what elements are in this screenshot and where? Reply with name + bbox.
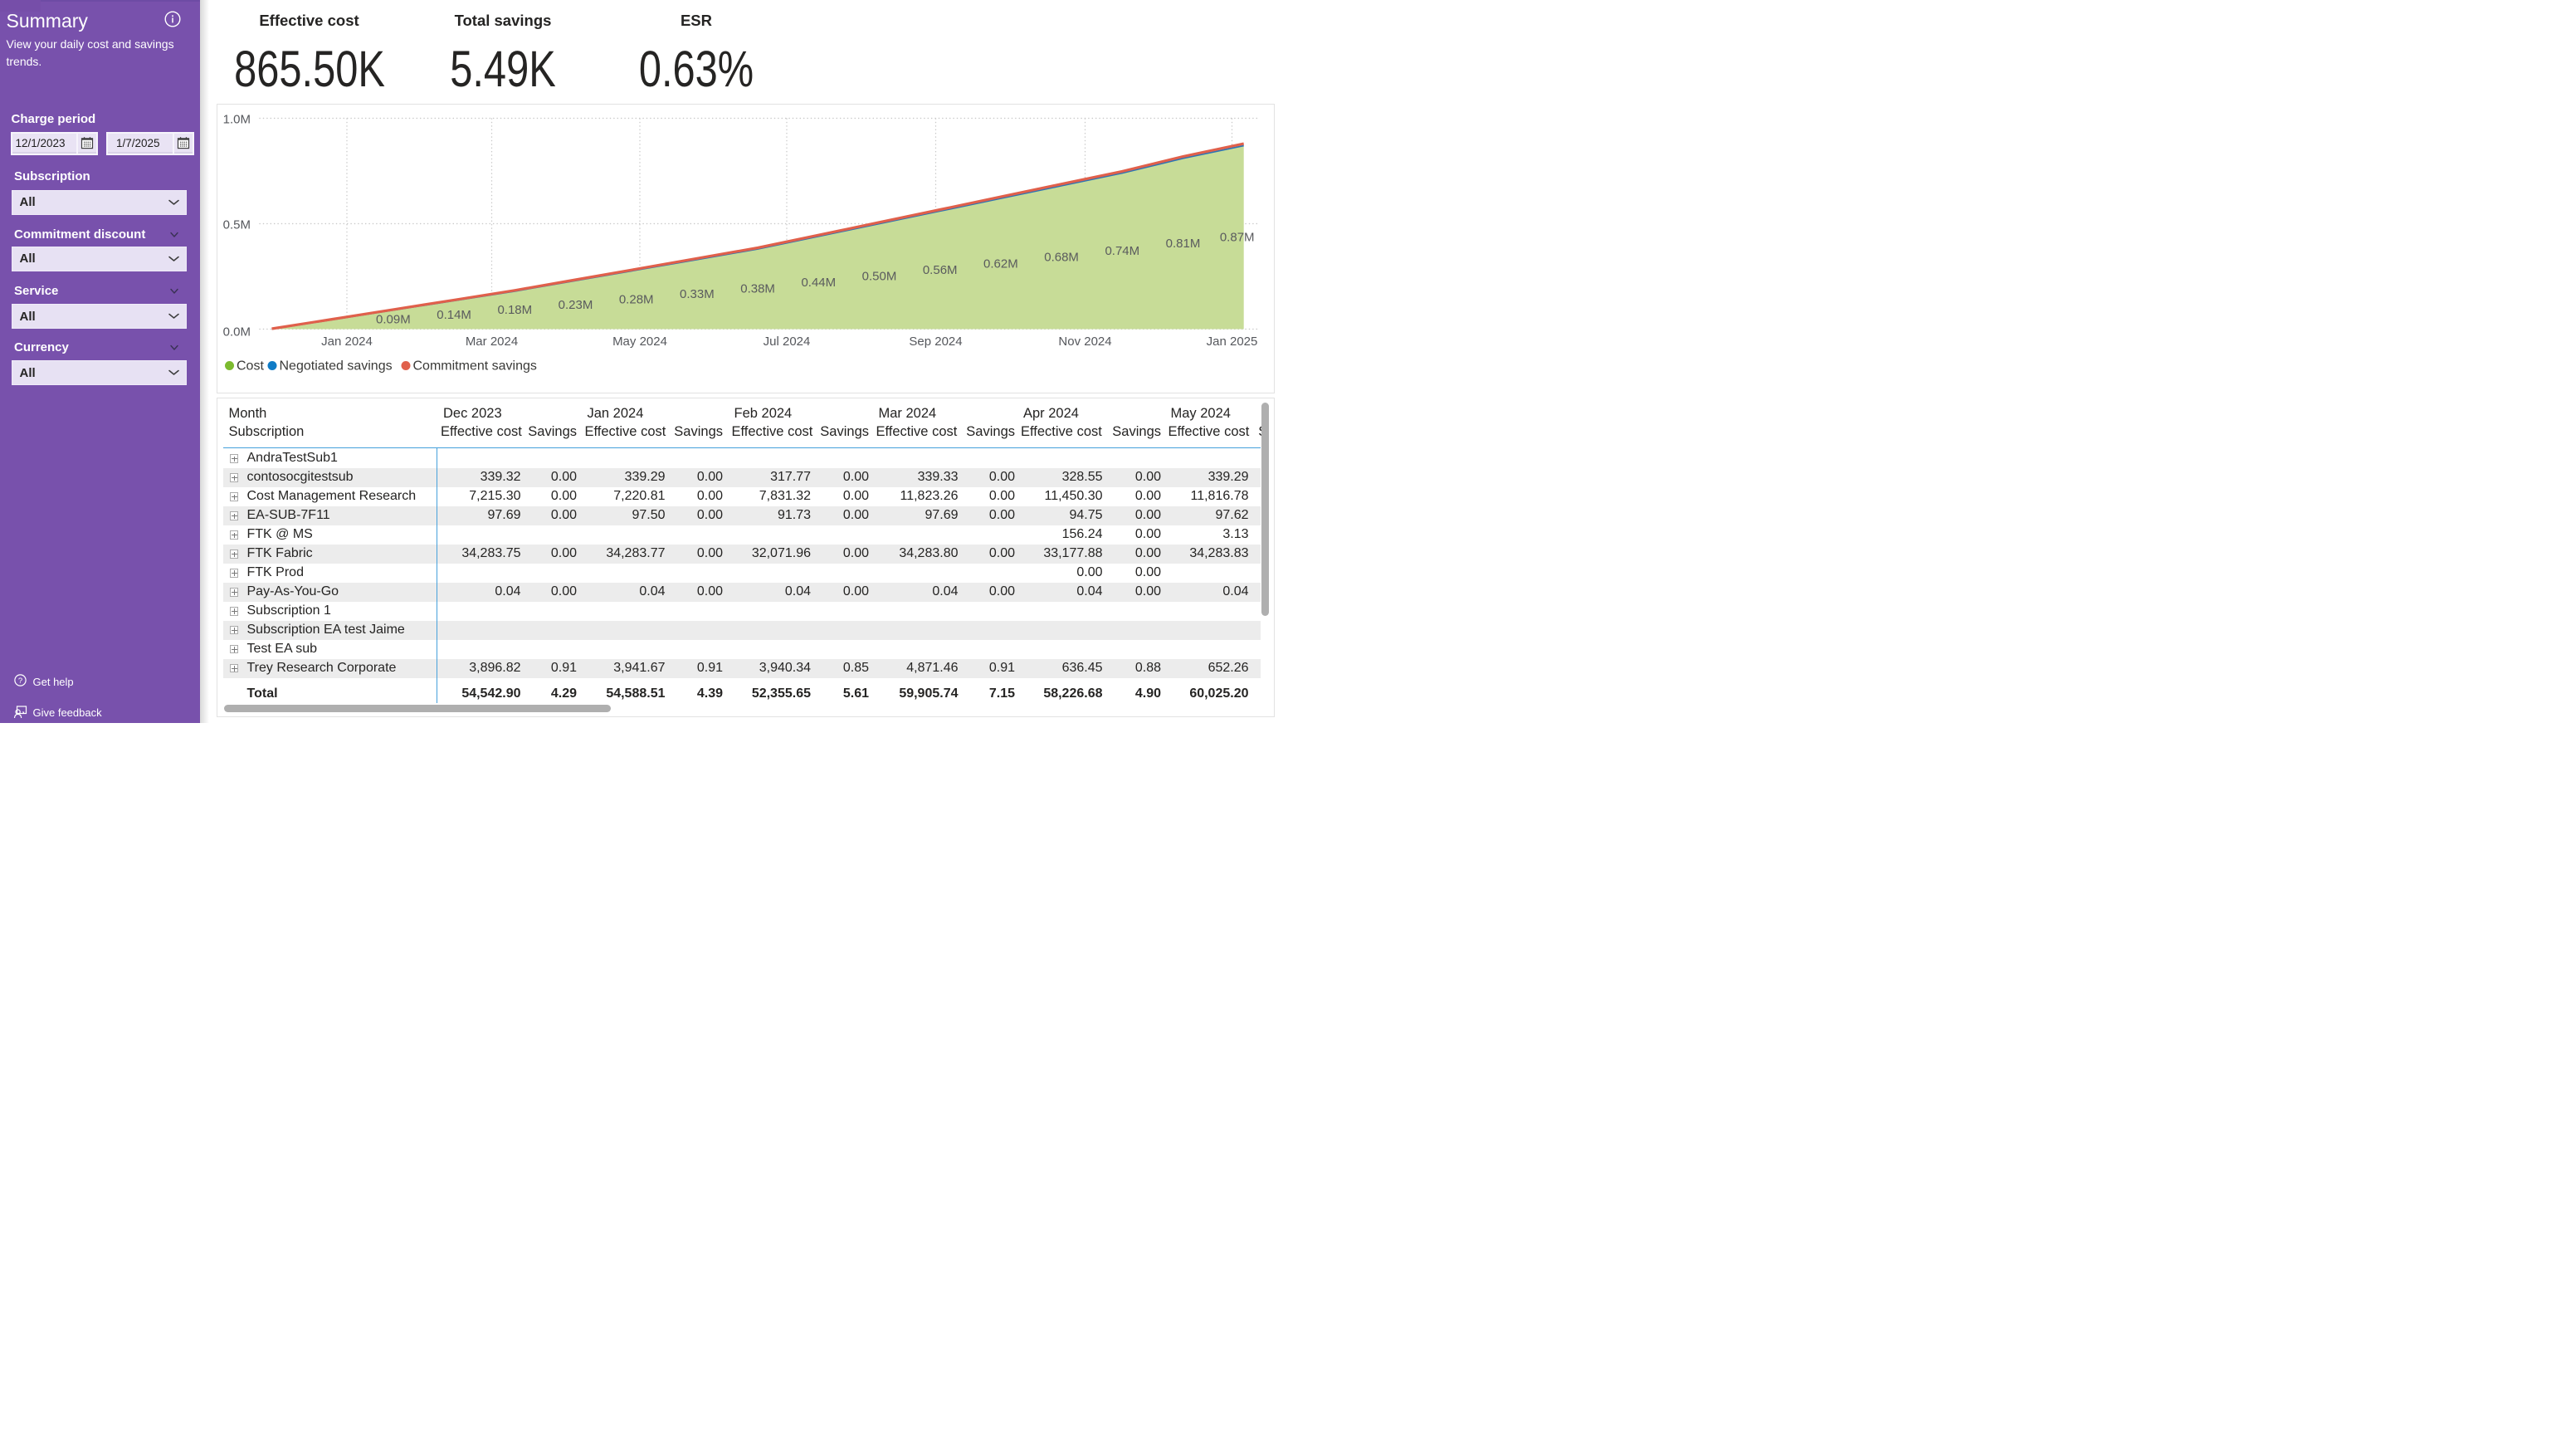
svg-text:0.50M: 0.50M xyxy=(861,270,896,284)
svg-text:0.81M: 0.81M xyxy=(1165,237,1200,251)
svg-text:Jan 2025: Jan 2025 xyxy=(1206,335,1257,349)
svg-text:0.5M: 0.5M xyxy=(222,218,250,232)
svg-text:0.74M: 0.74M xyxy=(1105,244,1139,258)
svg-text:0.87M: 0.87M xyxy=(1219,231,1254,245)
svg-text:1.0M: 1.0M xyxy=(222,113,250,127)
svg-text:0.0M: 0.0M xyxy=(222,325,250,340)
svg-text:0.38M: 0.38M xyxy=(740,282,775,296)
svg-text:Commitment savings: Commitment savings xyxy=(412,359,536,374)
svg-text:Cost: Cost xyxy=(237,359,264,374)
svg-text:Sep 2024: Sep 2024 xyxy=(909,335,962,349)
svg-text:0.44M: 0.44M xyxy=(801,276,836,290)
svg-text:Mar 2024: Mar 2024 xyxy=(465,335,517,349)
svg-text:0.28M: 0.28M xyxy=(618,292,653,306)
svg-text:?: ? xyxy=(17,677,22,686)
svg-text:0.33M: 0.33M xyxy=(680,287,715,301)
svg-text:0.56M: 0.56M xyxy=(922,263,957,277)
svg-text:Jul 2024: Jul 2024 xyxy=(763,335,810,349)
svg-text:May 2024: May 2024 xyxy=(612,335,667,349)
svg-text:0.09M: 0.09M xyxy=(376,313,411,327)
svg-text:Nov 2024: Nov 2024 xyxy=(1058,335,1111,349)
svg-text:Jan 2024: Jan 2024 xyxy=(321,335,373,349)
svg-text:0.23M: 0.23M xyxy=(558,298,593,312)
svg-text:0.14M: 0.14M xyxy=(437,308,471,322)
svg-text:0.62M: 0.62M xyxy=(983,256,1018,271)
svg-text:Negotiated savings: Negotiated savings xyxy=(279,359,392,374)
svg-text:0.18M: 0.18M xyxy=(497,303,532,317)
svg-text:0.68M: 0.68M xyxy=(1044,251,1079,265)
